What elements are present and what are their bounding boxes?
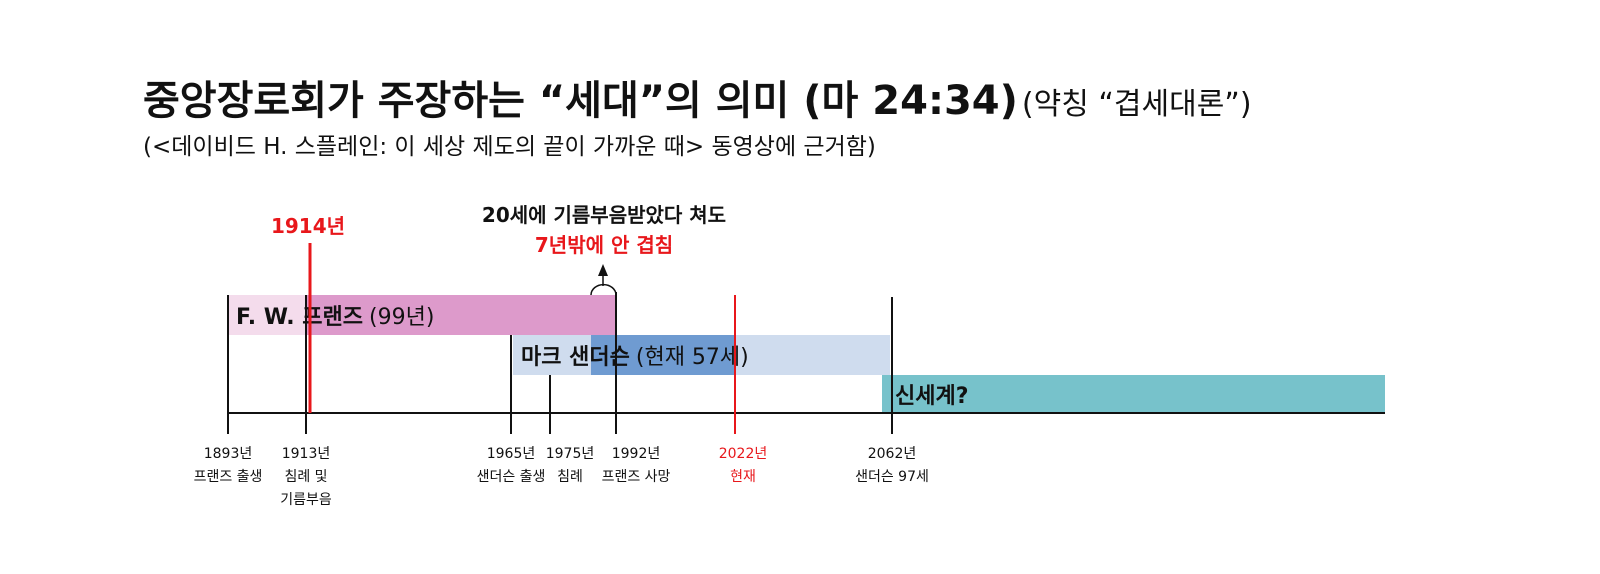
bar-segment <box>882 375 1385 413</box>
bar-label: 마크 샌더슨 (현재 57세) <box>521 345 749 370</box>
tick-label: 침례 <box>557 469 583 485</box>
bar-segment <box>228 295 306 335</box>
bar-label: 신세계? <box>895 384 968 409</box>
tick-label: 샌더슨 출생 <box>477 469 546 485</box>
bar-name: 마크 샌더슨 <box>521 345 630 370</box>
tick-label: 1992년 <box>612 446 661 462</box>
callout-1914: 1914년 <box>271 214 345 238</box>
title-main: 중앙장로회가 주장하는 “세대”의 의미 (마 24:34) <box>143 78 1018 124</box>
arrow-head <box>598 264 608 276</box>
bar-segment <box>306 295 616 335</box>
tick-label: 침례 및 <box>284 469 327 485</box>
bar-note: (99년) <box>369 305 434 330</box>
tick-label: 2022년 <box>719 446 768 462</box>
overlap-brace <box>590 283 617 296</box>
tick-label: 샌더슨 97세 <box>855 469 929 485</box>
tick-label: 2062년 <box>868 446 917 462</box>
title: 중앙장로회가 주장하는 “세대”의 의미 (마 24:34) (약칭 “겹세대론”… <box>143 78 1252 124</box>
bar-note: (현재 57세) <box>636 345 749 370</box>
axis-lines <box>227 292 1385 434</box>
tick-label: 프랜즈 사망 <box>602 469 671 485</box>
subtitle: (<데이비드 H. 스플레인: 이 세상 제도의 끝이 가까운 때> 동영상에 … <box>143 134 876 160</box>
tick-label: 프랜즈 출생 <box>194 469 263 485</box>
tick-label: 1893년 <box>204 446 253 462</box>
tick-label: 1913년 <box>282 446 331 462</box>
tick-label: 1965년 <box>487 446 536 462</box>
tick-label: 현재 <box>730 469 756 485</box>
tick-label: 기름부음 <box>280 492 332 508</box>
callout-line1: 20세에 기름부음받았다 쳐도 <box>482 203 726 227</box>
title-aside: (약칭 “겹세대론”) <box>1022 87 1252 122</box>
bar-label: F. W. 프랜즈 (99년) <box>236 305 434 330</box>
tick-label: 1975년 <box>546 446 595 462</box>
callout-line2: 7년밖에 안 겹침 <box>535 233 673 257</box>
bar-name: F. W. 프랜즈 <box>236 305 363 330</box>
